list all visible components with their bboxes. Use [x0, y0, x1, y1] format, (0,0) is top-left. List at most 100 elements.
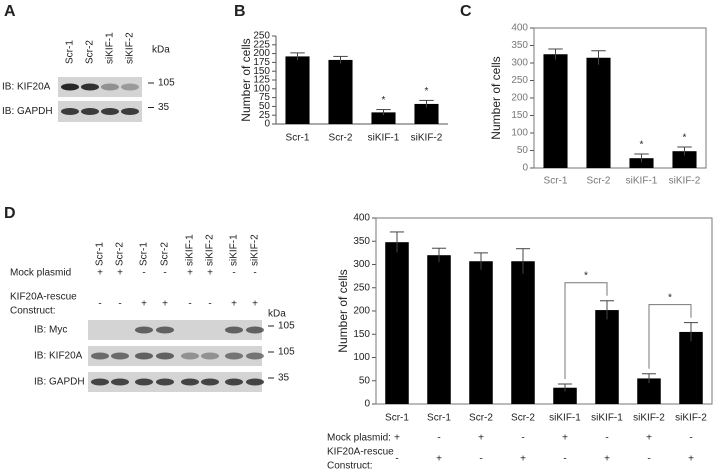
blot-band	[225, 326, 243, 334]
y-tick-label: 400	[353, 213, 370, 224]
blot-band	[246, 352, 264, 360]
condition-mark: -	[253, 268, 256, 279]
condition-label: Construct:	[10, 306, 56, 317]
plot-frame	[533, 27, 707, 169]
blot-band	[135, 378, 153, 386]
lane-label: Scr-2	[160, 242, 171, 266]
blot-band	[225, 352, 243, 360]
blot-label: IB: KIF20A	[2, 82, 51, 93]
condition-mark: +	[141, 299, 147, 310]
bar	[637, 378, 661, 404]
blot-band	[101, 108, 119, 115]
condition-mark: +	[520, 454, 526, 465]
blot-band	[121, 83, 139, 91]
blot-strip	[88, 372, 262, 392]
lane-label: siKIF-1	[229, 234, 240, 266]
x-tick-label: siKIF-2	[633, 413, 665, 424]
y-tick-label: 0	[364, 399, 370, 410]
condition-mark: -	[163, 268, 166, 279]
condition-label: KIF20A-rescue	[327, 447, 394, 458]
x-tick-label: siKIF-2	[669, 176, 701, 187]
bar	[469, 261, 493, 404]
y-tick-label: 100	[511, 128, 528, 139]
condition-mark: +	[252, 299, 258, 310]
blot-band	[111, 352, 129, 360]
blot-band	[135, 352, 153, 360]
y-tick-label: 200	[353, 306, 370, 317]
y-tick-label: 250	[511, 75, 528, 86]
blot-band	[81, 83, 99, 91]
condition-mark: +	[187, 268, 193, 279]
condition-mark: +	[162, 299, 168, 310]
y-tick-label: 350	[353, 236, 370, 247]
kda-header: kDa	[152, 45, 170, 56]
bar	[672, 151, 697, 168]
condition-mark: +	[562, 433, 568, 444]
y-tick-label: 250	[253, 31, 270, 42]
blot-strip	[88, 320, 262, 340]
bar	[427, 255, 451, 404]
y-tick-label: 225	[253, 39, 270, 50]
y-tick-label: 125	[253, 75, 270, 86]
blot-strip	[58, 101, 142, 122]
kda-header: kDa	[268, 309, 286, 320]
blot-label: IB: KIF20A	[34, 351, 83, 362]
lane-label: Scr-1	[95, 242, 106, 266]
bar	[414, 103, 439, 124]
bar	[543, 54, 568, 168]
x-tick-label: Scr-2	[329, 133, 353, 144]
y-tick-label: 175	[253, 57, 270, 68]
x-tick-label: Scr-2	[469, 413, 493, 424]
condition-mark: -	[563, 454, 566, 465]
lane-label: siKIF-2	[125, 32, 136, 64]
kda-value: 35	[278, 373, 290, 384]
x-tick-label: Scr-1	[385, 413, 409, 424]
condition-mark: -	[232, 268, 235, 279]
condition-mark: -	[521, 433, 524, 444]
blot-label: IB: GAPDH	[2, 106, 53, 117]
bar	[629, 158, 654, 168]
y-tick-label: 0	[264, 119, 270, 130]
blot-band	[101, 83, 119, 91]
blot-band	[246, 378, 264, 386]
x-tick-label: siKIF-1	[626, 176, 658, 187]
comparison-label: *	[584, 270, 588, 281]
y-tick-label: 50	[359, 375, 371, 386]
condition-mark: -	[479, 454, 482, 465]
lane-label: siKIF-2	[250, 234, 261, 266]
condition-mark: +	[117, 268, 123, 279]
blot-band	[111, 378, 129, 386]
condition-mark: +	[97, 268, 103, 279]
bar	[385, 242, 409, 404]
lane-label: siKIF-1	[105, 32, 116, 64]
y-tick-label: 50	[517, 145, 529, 156]
blot-band	[156, 352, 174, 360]
blot-band	[201, 378, 219, 386]
blot-band	[246, 326, 264, 334]
bar	[285, 56, 310, 124]
bar	[595, 310, 619, 404]
blot-band	[156, 326, 174, 334]
y-axis-label: Number of cells	[489, 56, 503, 139]
condition-label: Construct:	[327, 461, 373, 472]
panel-label: D	[4, 205, 16, 222]
x-tick-label: Scr-2	[511, 413, 535, 424]
significance-mark: *	[640, 140, 644, 151]
kda-value: 35	[158, 102, 170, 113]
y-tick-label: 0	[522, 163, 528, 174]
y-tick-label: 300	[353, 259, 370, 270]
x-tick-label: siKIF-2	[411, 133, 443, 144]
blot-band	[181, 378, 199, 386]
comparison-bracket	[564, 282, 608, 380]
significance-mark: *	[425, 86, 429, 97]
y-tick-label: 100	[253, 83, 270, 94]
condition-mark: +	[604, 454, 610, 465]
blot-band	[225, 378, 243, 386]
y-tick-label: 150	[511, 110, 528, 121]
condition-label: Mock plasmid	[10, 268, 71, 279]
y-tick-label: 100	[353, 352, 370, 363]
significance-mark: *	[382, 95, 386, 106]
condition-mark: -	[605, 433, 608, 444]
kda-value: 105	[278, 321, 295, 332]
